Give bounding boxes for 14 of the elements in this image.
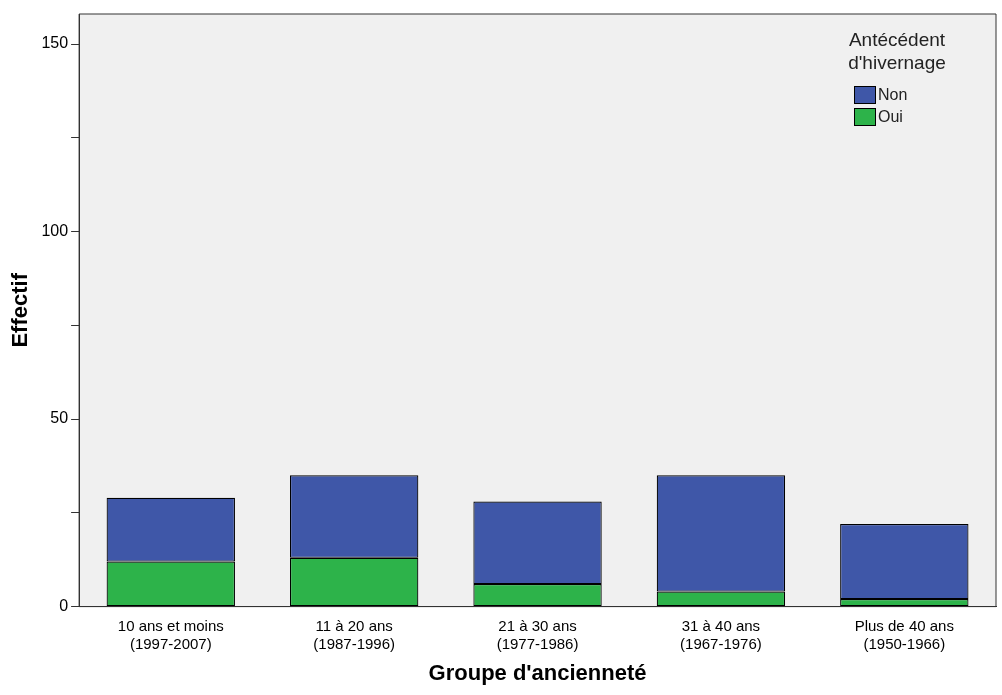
x-tick-label: 31 à 40 ans (1967-1976) [680, 616, 762, 652]
x-tick-label: 10 ans et moins (1997-2007) [117, 616, 224, 652]
x-tick-label: 11 à 20 ans (1987-1996) [313, 616, 396, 652]
y-tick-label: 100 [41, 221, 69, 239]
legend-label: Oui [878, 108, 903, 126]
y-tick-label: 50 [50, 409, 69, 427]
y-axis-title: Effectif [7, 272, 33, 348]
x-tick-label: 21 à 30 ans (1977-1986) [496, 616, 579, 652]
y-tick-label: 150 [41, 34, 69, 52]
x-axis-title: Groupe d'ancienneté [428, 659, 647, 685]
y-tick-label: 0 [59, 597, 69, 615]
x-tick-label: Plus de 40 ans (1950-1966) [854, 616, 954, 652]
legend-title: Antécédent d'hivernage [847, 28, 947, 74]
legend-label: Non [878, 86, 908, 104]
